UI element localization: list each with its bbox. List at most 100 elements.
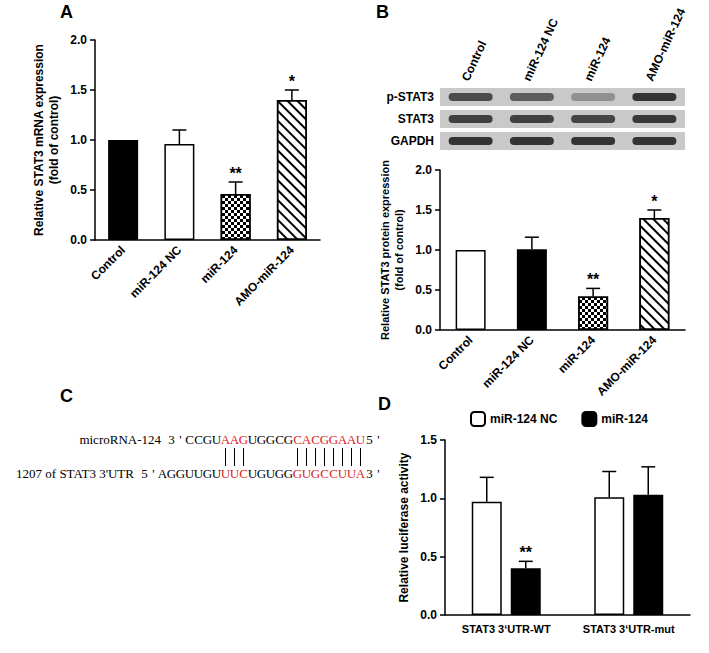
svg-text:G: G [167,466,176,481]
svg-text:G: G [293,466,302,481]
svg-text:': ' [179,432,181,447]
svg-text:C: C [275,432,284,447]
svg-text:(fold of control): (fold of control) [47,96,61,185]
svg-text:Control: Control [459,39,490,84]
svg-text:1.5: 1.5 [415,203,432,217]
svg-text:**: ** [587,271,600,288]
svg-text:miR-124: miR-124 [198,243,241,286]
svg-text:Control: Control [88,243,128,283]
svg-text:C: C [293,432,302,447]
svg-text:G: G [329,432,338,447]
svg-text:3: 3 [366,466,373,481]
svg-text:GAPDH: GAPDH [391,134,434,148]
svg-text:G: G [320,432,329,447]
svg-text:G: G [176,466,185,481]
svg-text:*: * [289,73,296,90]
svg-text:**: ** [229,165,242,182]
svg-text:*: * [651,193,658,210]
svg-text:G: G [266,432,275,447]
svg-text:2.0: 2.0 [70,33,87,47]
svg-text:G: G [239,432,248,447]
svg-text:A: A [60,2,73,22]
svg-text:2.0: 2.0 [415,163,432,177]
svg-text:miR-124: miR-124 [581,35,614,84]
svg-text:miR-124: miR-124 [601,412,648,426]
svg-text:G: G [311,466,320,481]
svg-text:miR-124 NC: miR-124 NC [520,16,561,83]
svg-text:**: ** [520,544,533,561]
svg-text:1207 of STAT3 3'UTR: 1207 of STAT3 3'UTR [16,466,134,481]
svg-text:1.5: 1.5 [70,83,87,97]
svg-text:U: U [338,466,348,481]
svg-text:AMO-miR-124: AMO-miR-124 [594,333,660,399]
svg-text:STAT3: STAT3 [398,112,435,126]
svg-text:U: U [194,466,204,481]
svg-text:C: C [239,466,248,481]
svg-text:C: C [194,432,203,447]
svg-text:U: U [356,432,366,447]
svg-text:U: U [185,466,195,481]
svg-text:Relative luciferase activity: Relative luciferase activity [397,452,411,602]
svg-text:STAT3 3‘UTR-mut: STAT3 3‘UTR-mut [583,623,675,635]
svg-text:U: U [221,466,231,481]
svg-text:A: A [338,432,348,447]
svg-text:G: G [284,432,293,447]
svg-text:1.0: 1.0 [420,491,437,505]
svg-text:1.5: 1.5 [420,433,437,447]
svg-text:Relative STAT3 protein express: Relative STAT3 protein expression [379,160,391,340]
svg-text:': ' [152,466,154,481]
svg-text:miR-124 NC: miR-124 NC [127,243,185,301]
svg-text:A: A [356,466,366,481]
svg-text:U: U [212,432,222,447]
svg-text:D: D [378,394,391,414]
svg-text:A: A [230,432,240,447]
svg-text:G: G [275,466,284,481]
svg-text:AMO-miR-124: AMO-miR-124 [642,6,688,84]
svg-text:G: G [203,432,212,447]
svg-text:0.5: 0.5 [70,183,87,197]
svg-text:0.5: 0.5 [420,550,437,564]
svg-text:U: U [347,466,357,481]
svg-text:U: U [212,466,222,481]
svg-text:U: U [266,466,276,481]
svg-text:Control: Control [436,333,476,373]
svg-text:1.0: 1.0 [415,243,432,257]
svg-text:G: G [257,466,266,481]
svg-text:0.0: 0.0 [420,608,437,622]
svg-text:C: C [329,466,338,481]
svg-text:U: U [248,432,258,447]
svg-text:C: C [311,432,320,447]
svg-text:G: G [257,432,266,447]
svg-text:U: U [230,466,240,481]
svg-text:miR-124 NC: miR-124 NC [490,412,558,426]
svg-text:STAT3 3‘UTR-WT: STAT3 3‘UTR-WT [462,623,551,635]
svg-text:5: 5 [141,466,148,481]
svg-text:C: C [185,432,194,447]
svg-text:': ' [377,466,379,481]
svg-text:miR-124 NC: miR-124 NC [479,333,537,391]
svg-text:1.0: 1.0 [70,133,87,147]
svg-text:0.0: 0.0 [70,233,87,247]
svg-text:C: C [60,386,73,406]
svg-text:3: 3 [168,432,175,447]
svg-text:p-STAT3: p-STAT3 [386,90,434,104]
svg-text:A: A [302,432,312,447]
svg-text:0.5: 0.5 [415,283,432,297]
svg-text:A: A [158,466,168,481]
svg-text:(fold of control): (fold of control) [393,209,405,291]
svg-text:C: C [320,466,329,481]
svg-text:AMO-miR-124: AMO-miR-124 [231,243,297,309]
svg-text:miR-124: miR-124 [555,333,598,376]
svg-text:U: U [302,466,312,481]
svg-text:0.0: 0.0 [415,323,432,337]
svg-text:microRNA-124: microRNA-124 [79,432,161,447]
svg-text:5: 5 [366,432,373,447]
svg-text:A: A [221,432,231,447]
svg-text:U: U [248,466,258,481]
svg-text:A: A [347,432,357,447]
svg-text:Relative STAT3 mRNA expression: Relative STAT3 mRNA expression [32,44,46,236]
svg-text:G: G [203,466,212,481]
svg-text:': ' [377,432,379,447]
svg-text:B: B [376,2,389,22]
svg-text:G: G [284,466,293,481]
